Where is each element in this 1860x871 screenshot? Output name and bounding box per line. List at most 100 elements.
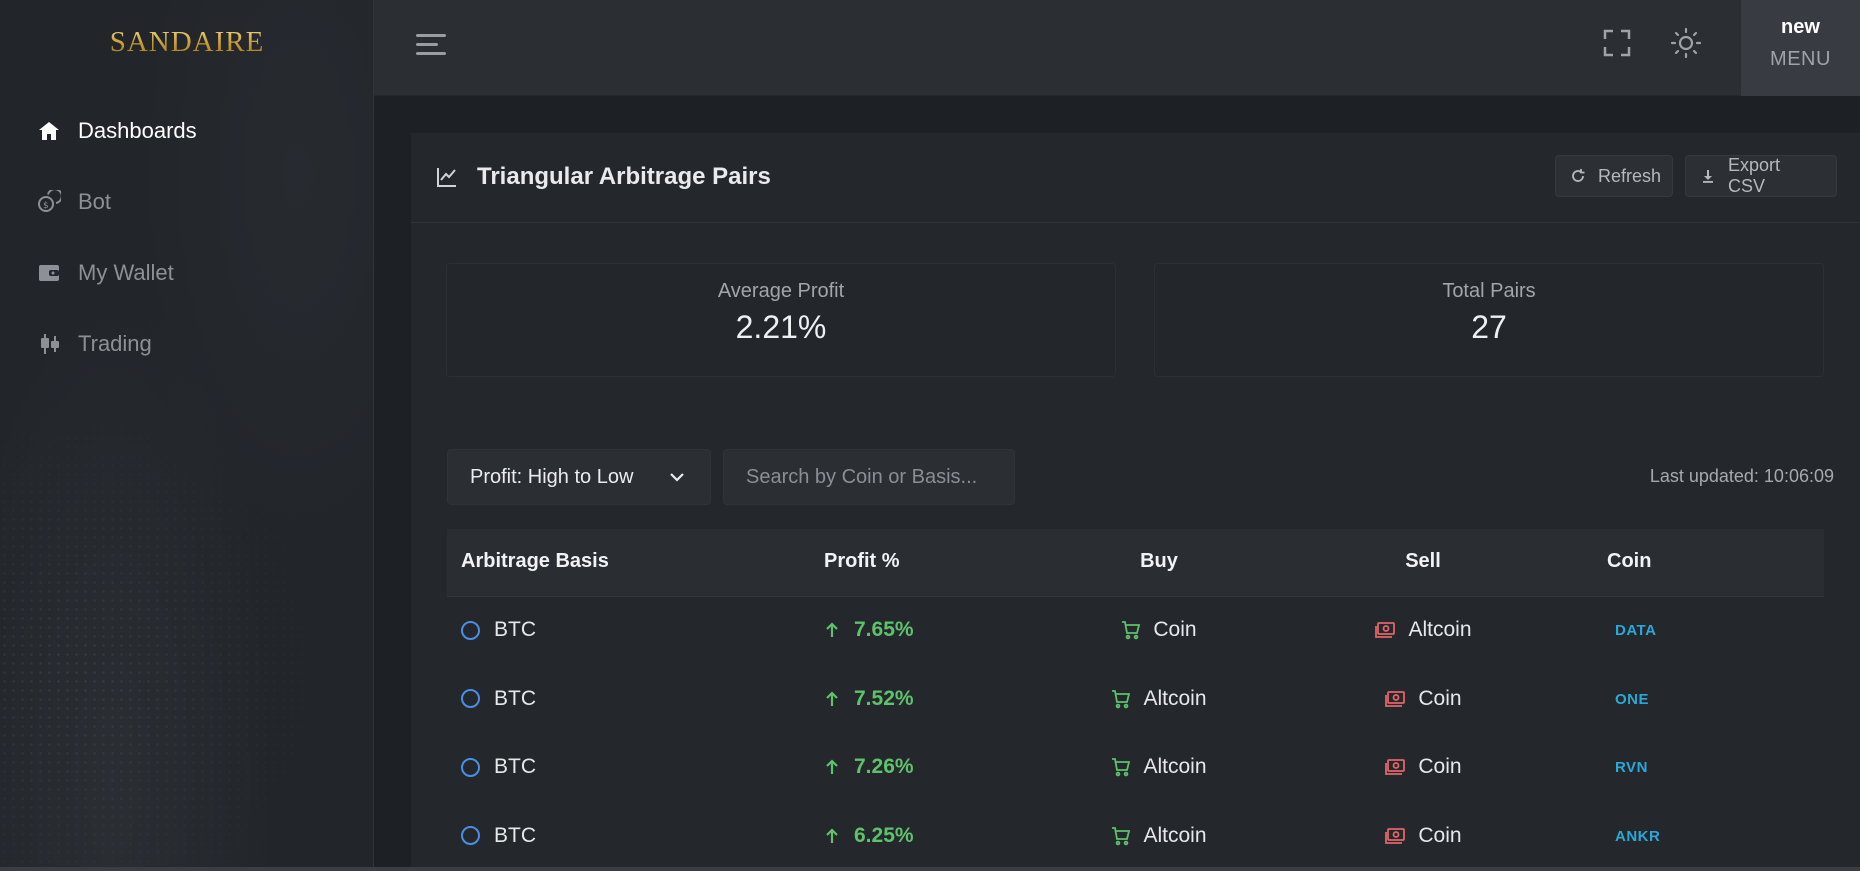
coin-tag[interactable]: ANKR [1615, 827, 1661, 845]
topbar: new MENU [374, 0, 1860, 96]
cash-icon [1374, 621, 1396, 639]
sidebar-item-dashboards[interactable]: Dashboards [0, 95, 373, 166]
refresh-icon [1570, 168, 1586, 184]
sell-cell: Coin [1323, 755, 1523, 779]
sell-text: Altcoin [1408, 618, 1472, 641]
profit-text: 7.52% [854, 686, 914, 710]
arrow-up-icon [824, 621, 840, 639]
sell-cell: Altcoin [1323, 618, 1523, 642]
buy-text: Altcoin [1143, 686, 1207, 710]
buy-text: Altcoin [1143, 755, 1207, 778]
profit-text: 7.65% [854, 618, 914, 641]
buy-cell: Altcoin [1059, 824, 1259, 848]
sell-text: Coin [1418, 823, 1462, 847]
radio-icon[interactable] [461, 620, 480, 640]
profit-cell: 7.52% [824, 687, 914, 711]
hamburger-icon[interactable] [416, 30, 450, 58]
user-menu[interactable]: new MENU [1741, 0, 1860, 96]
sell-cell: Coin [1323, 687, 1523, 711]
average-profit-stat: Average Profit 2.21% [446, 263, 1116, 377]
sell-text: Coin [1418, 755, 1462, 778]
last-updated: Last updated: 10:06:09 [1649, 466, 1834, 486]
radio-icon[interactable] [461, 757, 480, 777]
cart-icon [1111, 826, 1131, 846]
basis-text: BTC [494, 823, 536, 847]
basis-cell: BTC [461, 618, 536, 642]
export-csv-button[interactable]: Export CSV [1685, 155, 1837, 197]
sun-icon[interactable] [1670, 27, 1702, 59]
table-row[interactable]: BTC 6.25% Altcoin Coin ANKR [447, 803, 1824, 871]
home-icon [36, 118, 62, 144]
cash-icon [1384, 758, 1406, 776]
search-input[interactable] [723, 449, 1015, 505]
average-profit-label: Average Profit [717, 280, 845, 302]
buy-text: Coin [1153, 618, 1197, 641]
arbitrage-card: Triangular Arbitrage Pairs Refresh Expor… [411, 133, 1860, 871]
sidebar-nav: Dashboards $ Bot My Wallet Trading [0, 95, 373, 379]
sidebar-item-label: Dashboards [78, 117, 197, 143]
coin-tag[interactable]: ONE [1615, 690, 1650, 708]
profit-cell: 7.26% [824, 755, 914, 779]
chevron-down-icon [668, 468, 686, 492]
header-profit[interactable]: Profit % [824, 550, 900, 572]
sell-cell: Coin [1323, 824, 1523, 848]
header-coin[interactable]: Coin [1607, 550, 1652, 572]
arrow-up-icon [824, 690, 840, 708]
coin-tag[interactable]: RVN [1615, 759, 1648, 776]
total-pairs-stat: Total Pairs 27 [1154, 263, 1824, 377]
line-chart-icon [435, 165, 459, 189]
coin-tag[interactable]: DATA [1615, 622, 1657, 639]
sidebar-item-label: My Wallet [78, 259, 174, 285]
total-pairs-label: Total Pairs [1442, 280, 1536, 302]
table-row[interactable]: BTC 7.26% Altcoin Coin RVN [447, 734, 1824, 803]
average-profit-value: 2.21% [735, 309, 827, 345]
total-pairs-value: 27 [1471, 309, 1507, 345]
basis-cell: BTC [461, 824, 536, 848]
sidebar-item-label: Trading [78, 330, 152, 356]
basis-cell: BTC [461, 755, 536, 779]
user-role: MENU [1770, 48, 1831, 70]
user-name: new [1781, 16, 1820, 38]
sidebar: SANDAIRE Dashboards $ Bot My Wallet Trad… [0, 0, 374, 871]
cart-icon [1111, 689, 1131, 709]
refresh-label: Refresh [1598, 165, 1662, 186]
svg-text:$: $ [43, 201, 49, 211]
arrow-up-icon [824, 827, 840, 845]
refresh-button[interactable]: Refresh [1555, 155, 1673, 197]
card-header: Triangular Arbitrage Pairs Refresh Expor… [411, 133, 1860, 223]
fullscreen-icon[interactable] [1602, 28, 1632, 58]
cash-icon [1384, 827, 1406, 845]
cart-icon [1111, 757, 1131, 777]
export-label: Export CSV [1728, 155, 1781, 196]
basis-text: BTC [494, 618, 536, 641]
candlestick-icon [36, 331, 62, 357]
header-basis[interactable]: Arbitrage Basis [461, 550, 609, 572]
header-sell[interactable]: Sell [1405, 550, 1441, 572]
radio-icon[interactable] [461, 689, 480, 708]
arbitrage-table: Arbitrage Basis Profit % Buy Sell Coin B… [447, 529, 1824, 871]
basis-text: BTC [494, 755, 536, 778]
header-buy[interactable]: Buy [1140, 550, 1178, 572]
basis-cell: BTC [461, 687, 536, 711]
coins-icon: $ [36, 189, 62, 215]
table-row[interactable]: BTC 7.65% Coin Altcoin DATA [447, 597, 1824, 666]
sidebar-item-my-wallet[interactable]: My Wallet [0, 237, 373, 308]
profit-cell: 6.25% [824, 824, 914, 848]
sidebar-item-bot[interactable]: $ Bot [0, 166, 373, 237]
sidebar-item-trading[interactable]: Trading [0, 308, 373, 379]
basis-text: BTC [494, 686, 536, 710]
window-bottom-edge [0, 867, 1860, 871]
card-title: Triangular Arbitrage Pairs [477, 163, 771, 190]
table-header: Arbitrage Basis Profit % Buy Sell Coin [447, 529, 1824, 597]
sidebar-background-pattern [0, 380, 373, 871]
buy-text: Altcoin [1143, 823, 1207, 847]
profit-cell: 7.65% [824, 618, 914, 642]
sidebar-item-label: Bot [78, 188, 112, 214]
radio-icon[interactable] [461, 826, 480, 845]
sort-select-value: Profit: High to Low [470, 465, 634, 488]
cash-icon [1384, 690, 1406, 708]
sort-select[interactable]: Profit: High to Low [447, 449, 711, 505]
table-row[interactable]: BTC 7.52% Altcoin Coin ONE [447, 666, 1824, 735]
brand-logo[interactable]: SANDAIRE [0, 26, 373, 59]
download-icon [1700, 168, 1716, 184]
